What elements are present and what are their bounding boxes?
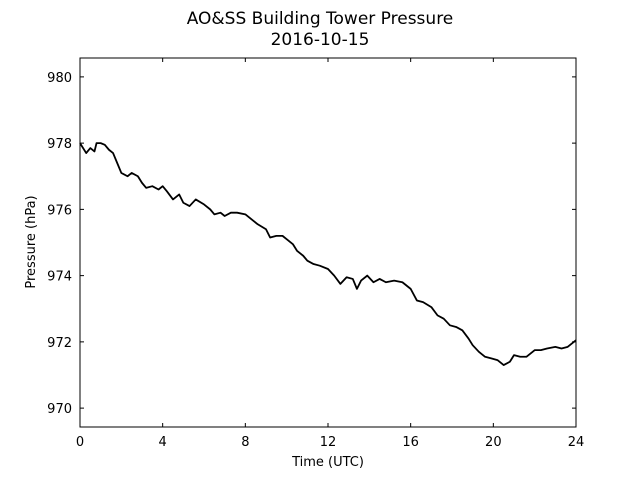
x-tick-label: 20	[485, 435, 502, 450]
y-tick-label: 980	[47, 71, 72, 86]
x-tick-label: 12	[320, 435, 337, 450]
y-tick-label: 974	[47, 270, 72, 285]
y-tick-label: 976	[47, 203, 72, 218]
plot-frame	[79, 57, 577, 428]
pressure-line	[79, 142, 577, 366]
y-tick-label: 978	[47, 137, 72, 152]
x-tick-label: 8	[241, 435, 249, 450]
y-tick-label: 970	[47, 402, 72, 417]
chart-title: AO&SS Building Tower Pressure	[187, 9, 454, 29]
x-tick-label: 16	[402, 435, 419, 450]
x-tick-label: 0	[76, 435, 84, 450]
chart-subtitle: 2016-10-15	[271, 30, 370, 50]
y-axis-label: Pressure (hPa)	[24, 195, 39, 288]
y-tick-label: 972	[47, 336, 72, 351]
x-axis-label: Time (UTC)	[291, 455, 364, 470]
x-tick-label: 4	[159, 435, 167, 450]
x-tick-label: 24	[568, 435, 585, 450]
